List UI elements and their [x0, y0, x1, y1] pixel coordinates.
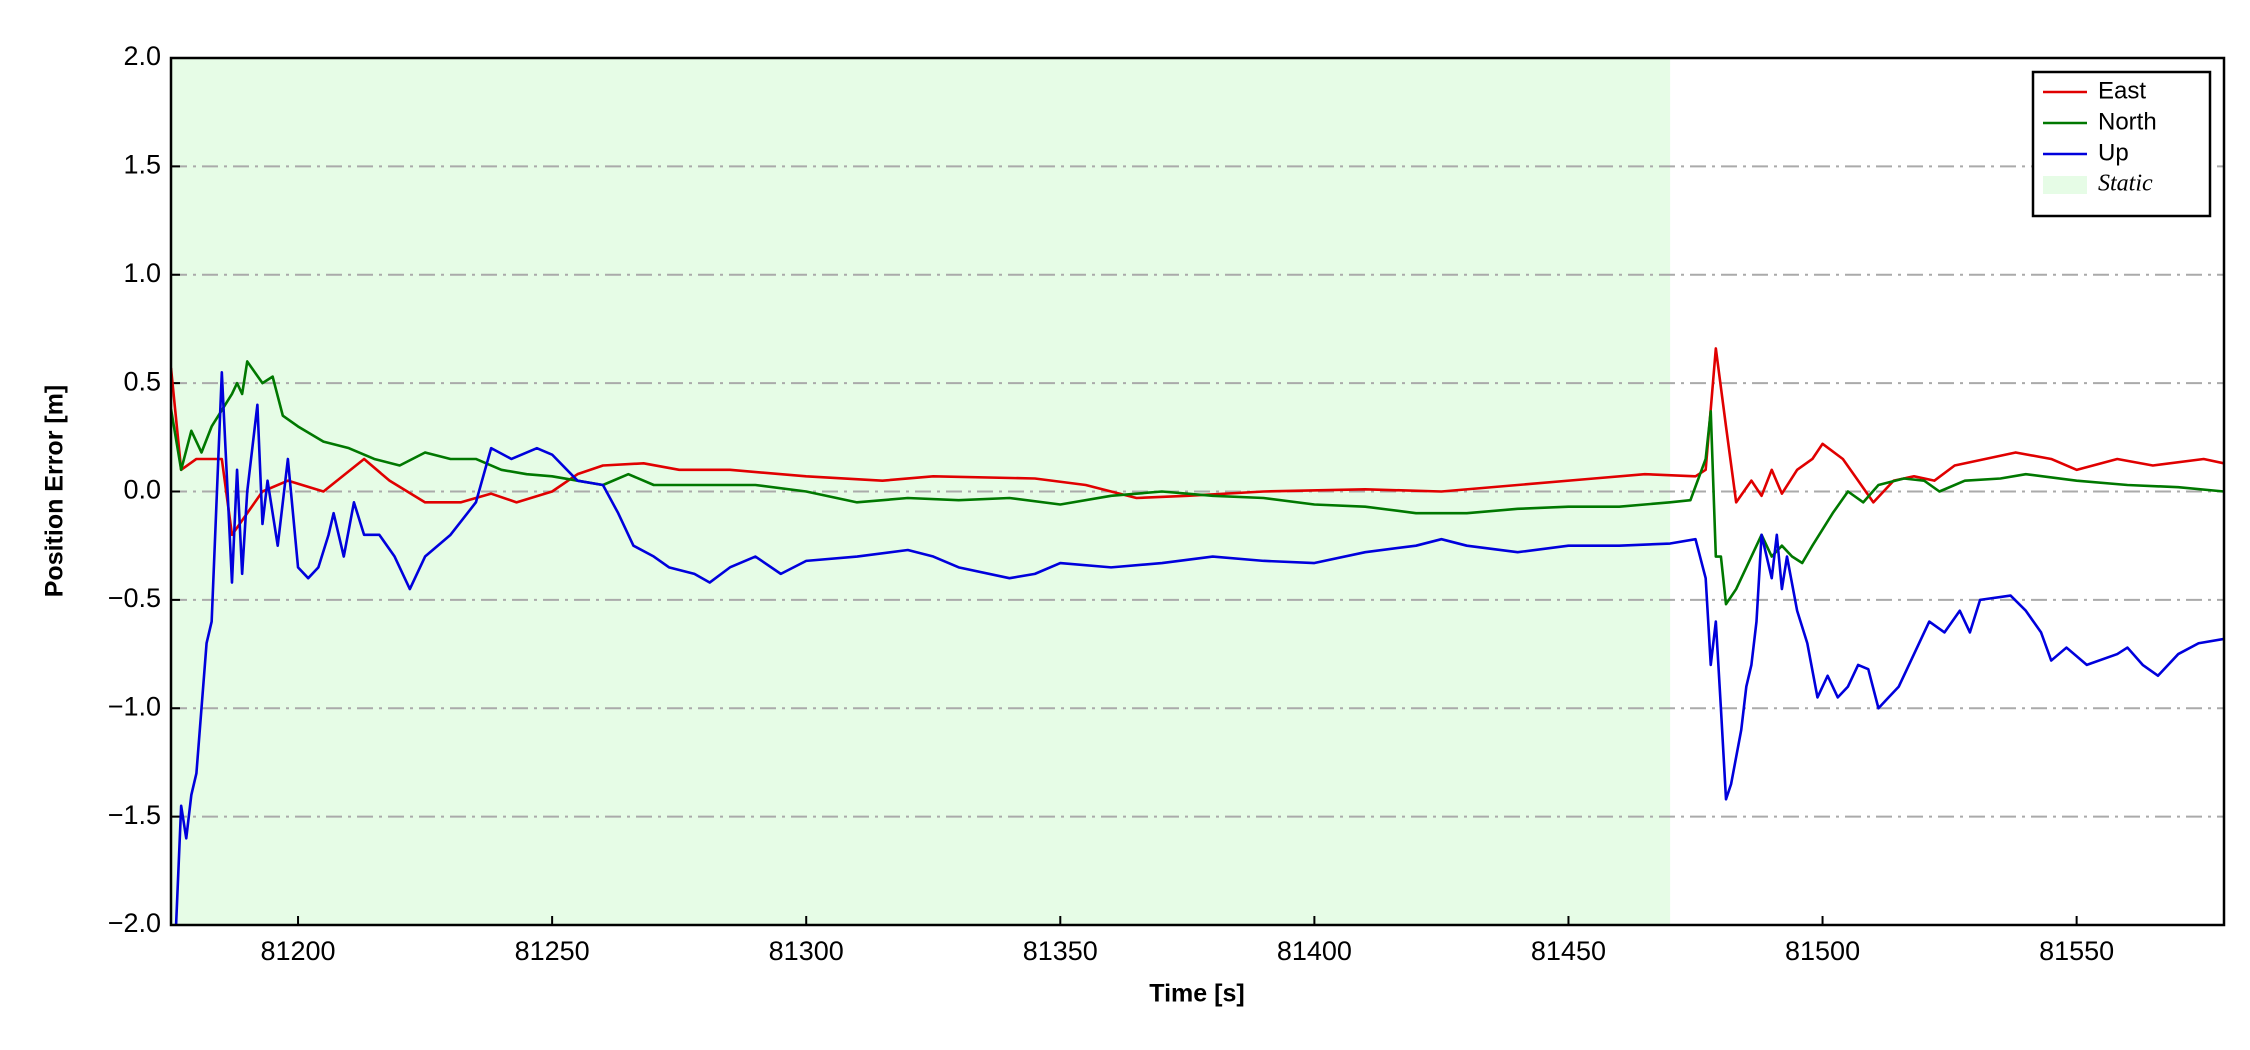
y-tick-label: 1.0	[123, 258, 161, 288]
legend-label: Static	[2098, 171, 2153, 197]
x-tick-label: 81250	[515, 936, 590, 966]
y-tick-label: 0.0	[123, 475, 161, 505]
y-tick-label: 0.5	[123, 366, 161, 396]
x-tick-label: 81500	[1785, 936, 1860, 966]
y-tick-label: −1.5	[108, 800, 161, 830]
x-tick-label: 81450	[1531, 936, 1606, 966]
y-tick-label: 2.0	[123, 41, 161, 71]
legend-label: East	[2098, 77, 2146, 104]
x-axis-label: Time [s]	[1149, 980, 1244, 1008]
y-tick-label: −0.5	[108, 583, 161, 613]
y-tick-label: −2.0	[108, 908, 161, 938]
legend-label: North	[2098, 108, 2157, 135]
x-tick-label: 81350	[1023, 936, 1098, 966]
plot-area	[171, 347, 2224, 925]
legend-swatch	[2043, 176, 2087, 194]
series-line	[171, 347, 2224, 537]
y-tick-label: −1.0	[108, 691, 161, 721]
x-tick-label: 81300	[769, 936, 844, 966]
x-tick-label: 81400	[1277, 936, 1352, 966]
x-tick-label: 81200	[260, 936, 335, 966]
y-tick-label: 1.5	[123, 150, 161, 180]
plot-frame	[169, 56, 2226, 927]
series-line	[171, 360, 2224, 606]
series-line	[174, 370, 2224, 925]
legend-label: Up	[2098, 139, 2129, 166]
y-axis-label: Position Error [m]	[41, 385, 69, 598]
x-tick-label: 81550	[2039, 936, 2114, 966]
